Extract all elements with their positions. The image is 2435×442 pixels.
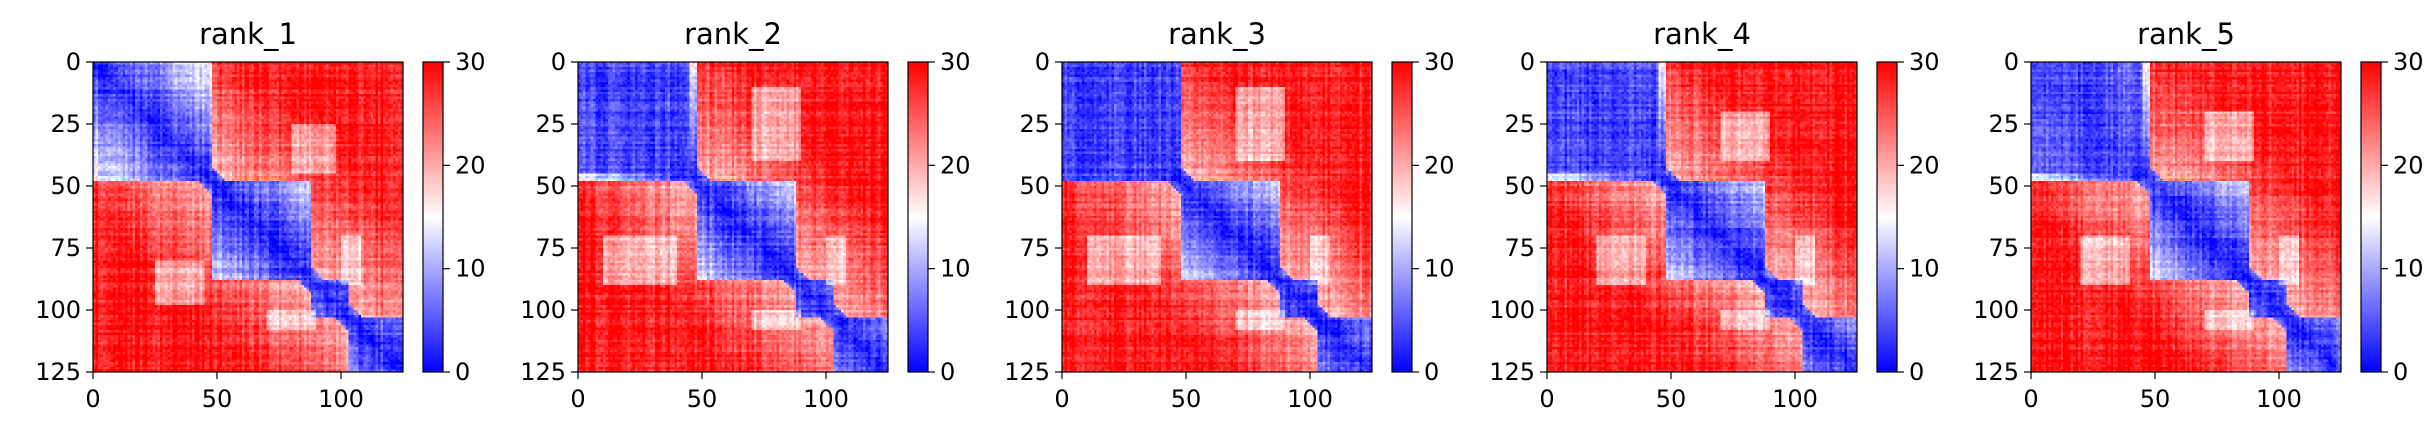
colorbar-tick-label: 0 <box>1909 358 1924 386</box>
y-tick-label: 100 <box>1004 296 1050 324</box>
colorbar-tick-label: 20 <box>2393 151 2424 179</box>
x-tick-label: 50 <box>202 385 233 413</box>
y-tick-label: 100 <box>1973 296 2019 324</box>
heatmap-frame <box>1061 61 1373 373</box>
y-tick-label: 100 <box>520 296 566 324</box>
y-tick-label: 25 <box>1504 110 1535 138</box>
heatmap-image <box>1062 62 1372 372</box>
y-tick-label: 0 <box>66 48 81 76</box>
colorbar <box>1876 61 1898 373</box>
heatmap-frame <box>2030 61 2342 373</box>
x-tick-label: 50 <box>2140 385 2171 413</box>
heatmap-image <box>93 62 403 372</box>
y-tick-label: 125 <box>1973 358 2019 386</box>
y-tick-label: 75 <box>1019 234 1050 262</box>
panel-title: rank_3 <box>1168 17 1266 51</box>
heatmap-image <box>578 62 888 372</box>
y-tick-label: 0 <box>2004 48 2019 76</box>
x-tick-label: 100 <box>1772 385 1818 413</box>
colorbar-tick-label: 0 <box>1424 358 1439 386</box>
x-tick-label: 50 <box>1656 385 1687 413</box>
x-tick-label: 100 <box>1287 385 1333 413</box>
heatmap-image <box>2031 62 2341 372</box>
colorbar-tick-label: 10 <box>940 255 971 283</box>
y-tick-label: 50 <box>1988 172 2019 200</box>
colorbar-tick-label: 20 <box>1909 151 1940 179</box>
y-tick-label: 125 <box>1489 358 1535 386</box>
colorbar-tick-label: 30 <box>1909 48 1940 76</box>
x-tick-label: 0 <box>85 385 100 413</box>
colorbar <box>2360 61 2382 373</box>
colorbar-tick-label: 0 <box>2393 358 2408 386</box>
y-tick-label: 25 <box>1019 110 1050 138</box>
y-tick-label: 0 <box>1035 48 1050 76</box>
y-tick-label: 50 <box>50 172 81 200</box>
heatmap-frame <box>577 61 889 373</box>
x-tick-label: 100 <box>803 385 849 413</box>
colorbar-tick-label: 0 <box>455 358 470 386</box>
x-tick-label: 0 <box>2023 385 2038 413</box>
y-tick-label: 125 <box>35 358 81 386</box>
colorbar-tick-label: 10 <box>455 255 486 283</box>
colorbar-tick-label: 20 <box>940 151 971 179</box>
y-tick-label: 100 <box>35 296 81 324</box>
x-tick-label: 0 <box>1539 385 1554 413</box>
colorbar-tick-label: 10 <box>1424 255 1455 283</box>
y-tick-label: 50 <box>535 172 566 200</box>
colorbar-tick-label: 30 <box>2393 48 2424 76</box>
colorbar <box>907 61 929 373</box>
colorbar-tick-label: 20 <box>1424 151 1455 179</box>
y-tick-label: 25 <box>50 110 81 138</box>
y-tick-label: 75 <box>1504 234 1535 262</box>
heatmap-image <box>1547 62 1857 372</box>
panel-title: rank_1 <box>199 17 297 51</box>
panel-title: rank_4 <box>1653 17 1751 51</box>
heatmap-frame <box>1546 61 1858 373</box>
heatmap-frame <box>92 61 404 373</box>
x-tick-label: 50 <box>687 385 718 413</box>
y-tick-label: 125 <box>520 358 566 386</box>
x-tick-label: 0 <box>570 385 585 413</box>
colorbar <box>422 61 444 373</box>
colorbar-tick-label: 30 <box>455 48 486 76</box>
x-tick-label: 0 <box>1054 385 1069 413</box>
colorbar-tick-label: 30 <box>940 48 971 76</box>
x-tick-label: 100 <box>2256 385 2302 413</box>
y-tick-label: 0 <box>1520 48 1535 76</box>
x-tick-label: 50 <box>1171 385 1202 413</box>
y-tick-label: 50 <box>1019 172 1050 200</box>
colorbar-tick-label: 30 <box>1424 48 1455 76</box>
y-tick-label: 100 <box>1489 296 1535 324</box>
colorbar-tick-label: 10 <box>2393 255 2424 283</box>
panel-title: rank_5 <box>2137 17 2235 51</box>
y-tick-label: 75 <box>535 234 566 262</box>
colorbar-tick-label: 20 <box>455 151 486 179</box>
panel-title: rank_2 <box>684 17 782 51</box>
colorbar-tick-label: 10 <box>1909 255 1940 283</box>
y-tick-label: 25 <box>1988 110 2019 138</box>
y-tick-label: 0 <box>551 48 566 76</box>
x-tick-label: 100 <box>318 385 364 413</box>
y-tick-label: 75 <box>50 234 81 262</box>
y-tick-label: 50 <box>1504 172 1535 200</box>
y-tick-label: 125 <box>1004 358 1050 386</box>
colorbar-tick-label: 0 <box>940 358 955 386</box>
y-tick-label: 75 <box>1988 234 2019 262</box>
colorbar <box>1391 61 1413 373</box>
y-tick-label: 25 <box>535 110 566 138</box>
